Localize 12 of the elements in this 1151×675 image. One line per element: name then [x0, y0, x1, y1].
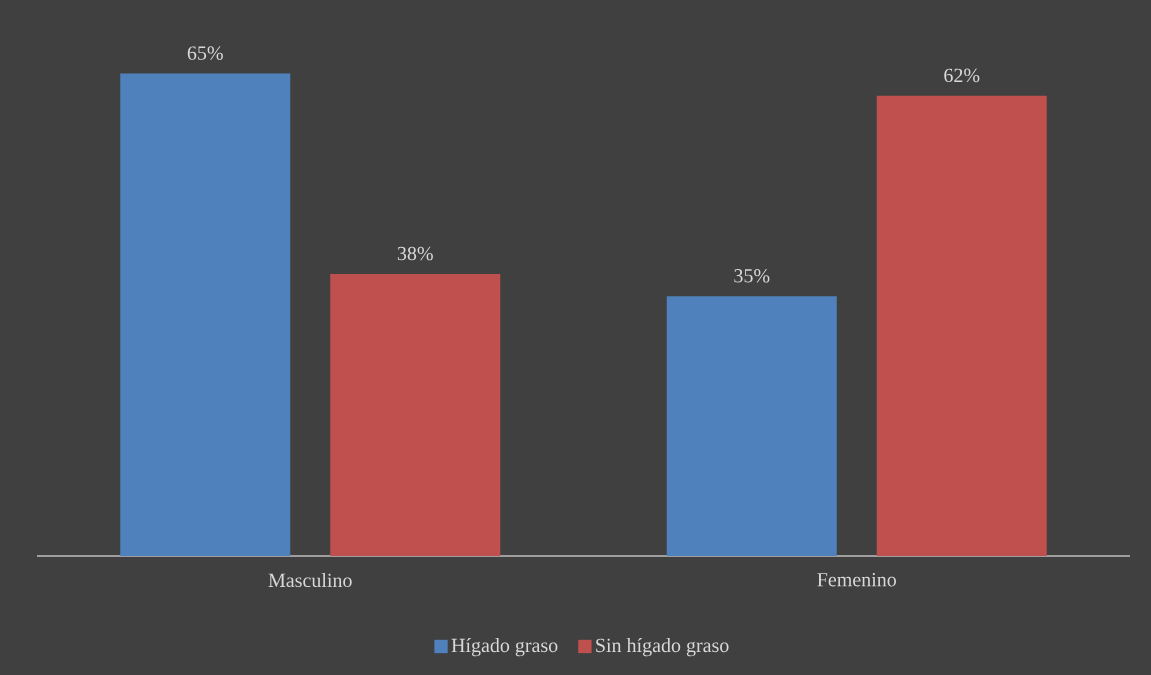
data-label: 35%: [734, 269, 770, 283]
bar: [666, 296, 837, 556]
x-tick-label: Femenino: [817, 572, 896, 587]
bar: [330, 273, 501, 556]
bar: [120, 73, 291, 556]
data-label: 65%: [187, 46, 223, 60]
data-label: 38%: [397, 246, 433, 261]
legend-label: Hígado graso: [451, 638, 558, 657]
data-label: 62%: [944, 68, 980, 83]
legend-label: Sin hígado graso: [596, 638, 729, 657]
bar: [876, 95, 1047, 556]
x-tick-label: Masculino: [268, 573, 352, 588]
